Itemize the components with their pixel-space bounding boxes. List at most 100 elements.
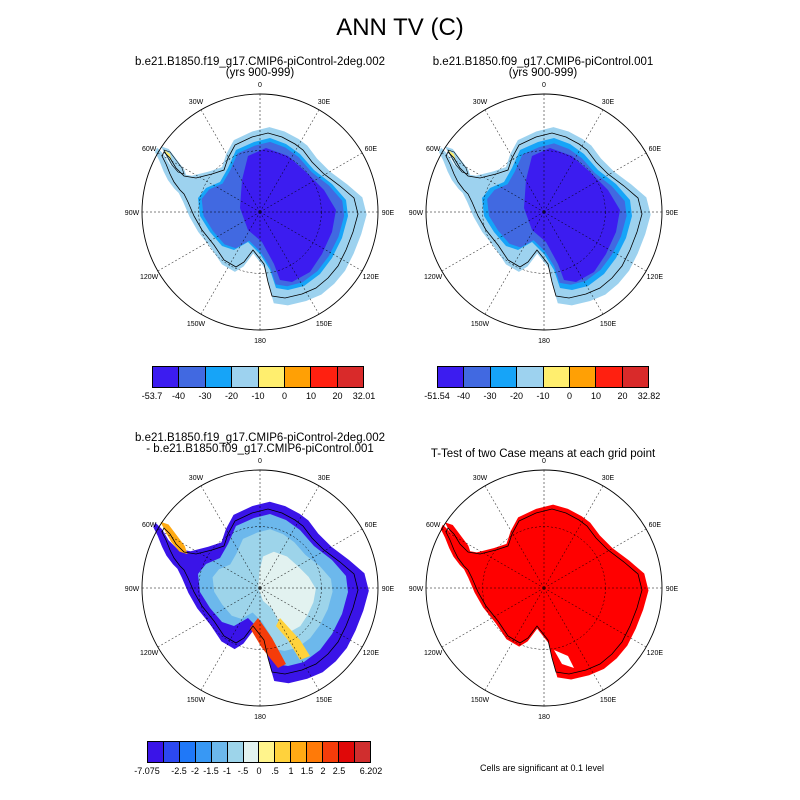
colorbar-swatch: [148, 742, 164, 762]
colorbar-swatch: [354, 742, 370, 762]
longitude-label: 60E: [365, 522, 378, 529]
longitude-label: 120W: [140, 274, 159, 281]
longitude-label: 60E: [649, 522, 662, 529]
colorbar-label: 0: [566, 391, 573, 401]
colorbar-label: 20: [617, 391, 628, 401]
colorbar-swatch: [291, 742, 308, 762]
colorbar-swatch: [569, 367, 597, 387]
colorbar-label: .5: [271, 766, 279, 776]
longitude-label: 60W: [426, 146, 441, 153]
warm-streak-2: [276, 618, 310, 660]
colorbar-label: -20: [224, 391, 239, 401]
colorbar-label: 20: [332, 391, 343, 401]
coastline: [445, 132, 643, 299]
longitude-label: 90E: [666, 210, 679, 217]
longitude-label: 30W: [473, 475, 488, 482]
significant-cells: [440, 504, 649, 680]
colorbar-label: -53.7: [141, 391, 163, 401]
temperature-field: [154, 127, 367, 306]
significance-note: Cells are significant at 0.1 level: [479, 763, 605, 773]
field-plateau: [240, 148, 336, 282]
colorbar-label: 32.01: [352, 391, 376, 401]
colorbar-swatch: [232, 367, 259, 387]
panel-2-title: b.e21.B1850.f09_g17.CMIP6-piControl.001 …: [413, 56, 673, 79]
panel-4-polar-map: 0 30E 60E 90E 120E 150E 180 150W 120W 90W 60W 30W: [409, 458, 679, 721]
significant-peninsula: [444, 522, 471, 554]
colorbar-label: -1: [222, 766, 232, 776]
longitude-label: 150E: [316, 697, 333, 704]
longitude-label: 120E: [647, 274, 664, 281]
colorbar-label: -.5: [237, 766, 249, 776]
colorbar-label: -7.075: [134, 766, 160, 776]
colorbar-swatch: [622, 367, 648, 387]
longitude-label: 150E: [600, 697, 617, 704]
longitude-label: 120W: [424, 274, 443, 281]
longitude-label: 90E: [666, 586, 679, 593]
colorbar-swatch: [153, 367, 180, 387]
colorbar-label: 2: [320, 766, 326, 776]
longitude-label: 30E: [318, 475, 331, 482]
longitude-label: 180: [538, 338, 550, 345]
panel-2-polar-map: 0 30E 60E 90E 120E 150E 180 150W 120W 90W 60W 30W: [409, 82, 679, 345]
colorbar-label: 1.5: [300, 766, 314, 776]
warm-streak: [250, 618, 286, 668]
longitude-label: 60W: [142, 522, 157, 529]
longitude-label: 30E: [318, 99, 331, 106]
colorbar-label: 32.82: [637, 391, 661, 401]
longitude-label: 30E: [602, 99, 615, 106]
longitude-label: 150W: [187, 321, 206, 328]
colorbar-swatch: [179, 367, 206, 387]
longitude-label: 180: [538, 714, 550, 721]
panel-4-title-line1: T-Test of two Case means at each grid po…: [430, 448, 656, 460]
longitude-label: 120E: [647, 650, 664, 657]
longitude-label: 120E: [363, 274, 380, 281]
longitude-label: 90W: [409, 586, 424, 593]
colorbar-swatch: [163, 742, 180, 762]
colorbar-swatch: [490, 367, 518, 387]
colorbar-swatch: [517, 367, 544, 387]
longitude-label: 90W: [409, 210, 424, 217]
longitude-label: 60E: [365, 146, 378, 153]
coastline: [445, 508, 643, 675]
longitude-label: 30E: [602, 475, 615, 482]
longitude-label: 120E: [363, 650, 380, 657]
longitude-label: 180: [254, 714, 266, 721]
colorbar-swatch: [596, 367, 623, 387]
colorbar-swatch: [323, 742, 340, 762]
peninsula-anomaly: [160, 521, 188, 555]
longitude-label: 0: [542, 458, 546, 465]
graticule: 0 30E 60E 90E 120E 150E 180 150W 120W 90W 60W 30W: [409, 82, 679, 345]
coastline: [161, 508, 359, 675]
longitude-label: 30W: [189, 475, 204, 482]
colorbar-swatch: [339, 742, 355, 762]
longitude-label: 30W: [189, 99, 204, 106]
colorbar-label: -1.5: [203, 766, 219, 776]
longitude-label: 120W: [424, 650, 443, 657]
longitude-label: 150W: [187, 697, 206, 704]
longitude-label: 60W: [426, 522, 441, 529]
colorbar-label: -20: [509, 391, 524, 401]
colorbar-label: 0: [281, 391, 288, 401]
colorbar-label: -30: [198, 391, 212, 401]
colorbar-swatch: [211, 742, 228, 762]
longitude-label: 0: [542, 82, 546, 89]
panel-3-title: b.e21.B1850.f19_g17.CMIP6-piControl-2deg…: [130, 432, 390, 455]
difference-field: [153, 501, 369, 684]
colorbar-label: -2: [190, 766, 200, 776]
longitude-label: 150E: [316, 321, 333, 328]
panel-2-title-line1: b.e21.B1850.f09_g17.CMIP6-piControl.001: [432, 56, 654, 68]
panel-3-title-line1: b.e21.B1850.f19_g17.CMIP6-piControl-2deg…: [135, 432, 385, 444]
longitude-label: 0: [258, 458, 262, 465]
colorbar-label: 1: [288, 766, 294, 776]
colorbar-swatch: [464, 367, 491, 387]
panel-1-polar-map: 0 30E 60E 90E 120E 150E 180 150W 120W 90W 60W 30W: [125, 82, 395, 345]
longitude-label: 90W: [125, 586, 140, 593]
panel-3-polar-map: 0 30E 60E 90E 120E 150E 180 150W 120W 90W 60W 30W: [125, 458, 395, 721]
longitude-label: 30W: [473, 99, 488, 106]
colorbar-swatch: [243, 742, 260, 762]
panel-2-title-line2: (yrs 900-999): [508, 67, 578, 79]
panel-1-colorbar: -53.7 -40 -30 -20 -10 0 10 20 32.01: [142, 366, 375, 405]
field-plateau: [524, 148, 620, 282]
colorbar-label: -10: [251, 391, 265, 401]
colorbar-label: 2.5: [332, 766, 346, 776]
